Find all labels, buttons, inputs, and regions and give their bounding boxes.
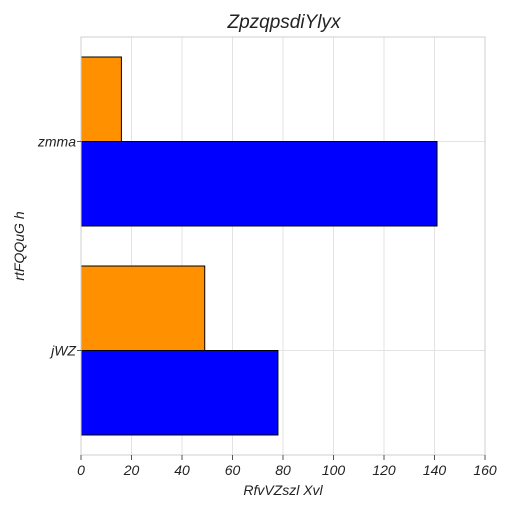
y-tick-label: jWZ	[49, 343, 76, 359]
bar-zmma-series-1	[80, 56, 122, 142]
bar-jWZ-series-1	[80, 265, 206, 351]
bar-jWZ-series-0	[80, 350, 279, 436]
y-axis-label: rtFQQuG h	[11, 211, 27, 280]
x-axis-label: RfvVZszl Xvl	[243, 482, 323, 498]
x-tick-label: 140	[423, 462, 447, 478]
x-tick-label: 40	[174, 462, 190, 478]
x-tick-label: 100	[322, 462, 346, 478]
bar-zmma-series-0	[80, 141, 438, 227]
x-tick-label: 160	[473, 462, 497, 478]
chart-title: ZpzqpsdiYlyx	[227, 12, 342, 33]
x-tick-label: 60	[225, 462, 241, 478]
x-ticks: 0 20 40 60 80 100 120 140 160	[77, 455, 497, 478]
x-tick-label: 120	[372, 462, 396, 478]
y-ticks: jWZ zmma	[37, 134, 81, 359]
y-tick-label: zmma	[37, 134, 76, 150]
x-tick-label: 20	[123, 462, 140, 478]
x-tick-label: 80	[275, 462, 291, 478]
x-tick-label: 0	[77, 462, 85, 478]
